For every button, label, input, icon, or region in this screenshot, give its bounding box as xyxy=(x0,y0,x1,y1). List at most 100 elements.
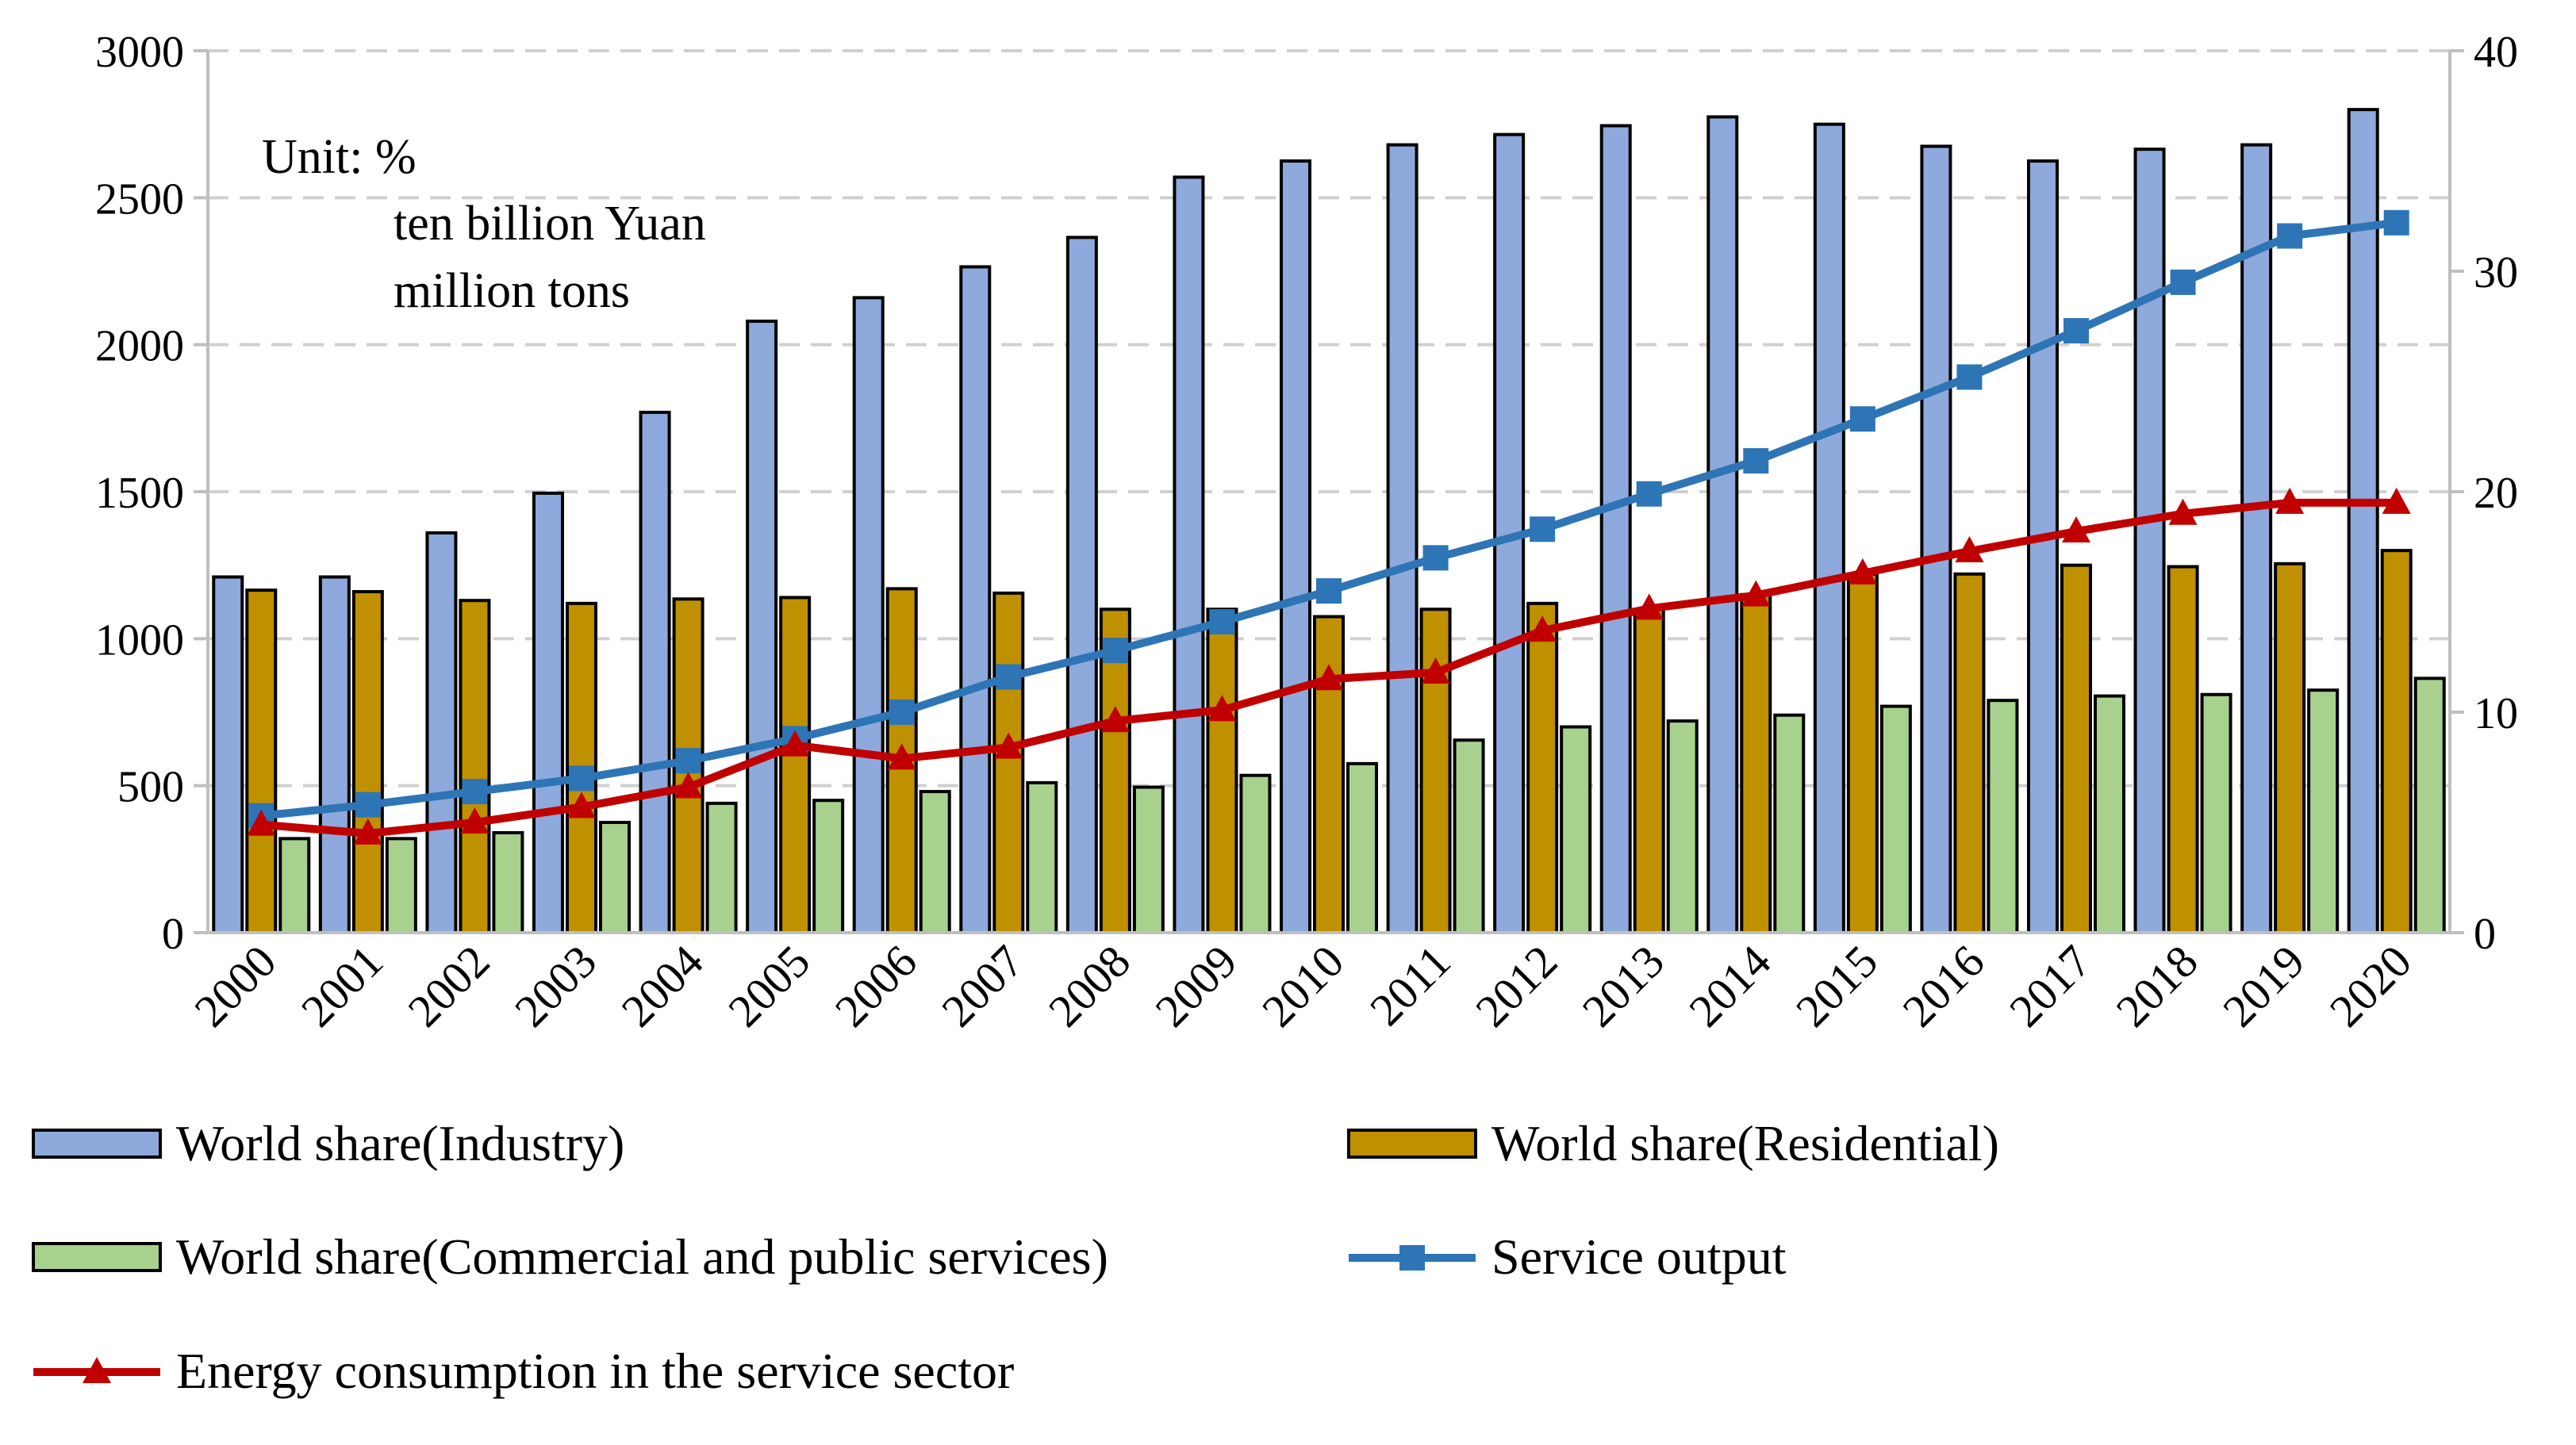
bar xyxy=(746,320,778,935)
axis-layer xyxy=(194,49,2464,934)
line-point xyxy=(1743,448,1769,474)
x-tick-label: 2012 xyxy=(1465,935,1567,1037)
line-point xyxy=(996,664,1022,690)
bar xyxy=(1280,159,1311,934)
x-tick-label: 2003 xyxy=(505,935,606,1037)
bar xyxy=(212,575,244,934)
bar xyxy=(1065,236,1098,934)
right-tick-label: 30 xyxy=(2474,248,2518,297)
line-point xyxy=(569,765,594,791)
line-point xyxy=(1421,657,1450,684)
bar xyxy=(318,575,351,934)
bar xyxy=(2380,549,2413,935)
line-point xyxy=(2170,269,2196,295)
line-point xyxy=(2382,487,2411,514)
line-point xyxy=(1102,638,1128,664)
line-point xyxy=(675,748,701,774)
line-point xyxy=(1636,481,1662,507)
bar xyxy=(2133,148,2166,934)
line-point xyxy=(1634,593,1664,620)
bar xyxy=(245,588,278,934)
line-layer xyxy=(247,209,2411,845)
left-tick-label: 2500 xyxy=(95,174,184,224)
bar xyxy=(1173,175,1205,935)
line-point xyxy=(1528,615,1557,642)
right-tick-label: 40 xyxy=(2474,28,2518,77)
x-tick-label: 2018 xyxy=(2106,935,2208,1037)
line-point xyxy=(355,791,381,818)
line-point xyxy=(2063,318,2089,344)
left-tick-label: 1000 xyxy=(95,615,184,665)
line-point xyxy=(1849,406,1875,432)
line-point xyxy=(2383,209,2409,236)
x-tick-label: 2008 xyxy=(1038,935,1140,1037)
bar xyxy=(1879,704,1912,934)
bar xyxy=(2413,677,2446,935)
x-tick-label: 2020 xyxy=(2320,935,2421,1037)
x-tick-label: 2009 xyxy=(1146,935,1247,1037)
bar xyxy=(1773,713,1806,934)
line-point xyxy=(1956,364,1983,390)
unit-note-line: ten billion Yuan xyxy=(394,197,706,251)
legend-marker xyxy=(1399,1245,1425,1271)
unit-note-line: Unit: % xyxy=(262,130,417,184)
legend-label: World share(Commercial and public servic… xyxy=(176,1228,1108,1285)
right-tick-label: 10 xyxy=(2474,689,2518,738)
bar xyxy=(385,837,417,935)
legend-swatch xyxy=(32,1242,162,1272)
line-point xyxy=(1422,545,1449,571)
line-point xyxy=(674,772,703,799)
x-tick-label: 2007 xyxy=(931,935,1033,1037)
bar xyxy=(1526,601,1559,934)
x-tick-label: 2016 xyxy=(1893,935,1994,1037)
bar xyxy=(1666,719,1699,934)
bar xyxy=(992,591,1025,934)
bar xyxy=(492,830,524,935)
line-point xyxy=(1848,558,1877,585)
bar xyxy=(639,410,671,934)
line-point xyxy=(247,809,276,836)
bar xyxy=(919,790,951,935)
legend-label: World share(Industry) xyxy=(176,1115,624,1171)
x-tick-label: 2017 xyxy=(1999,935,2101,1037)
x-tick-label: 2010 xyxy=(1252,935,1353,1037)
bar xyxy=(1206,608,1238,934)
bar xyxy=(599,821,631,934)
x-tick-label: 2000 xyxy=(184,935,286,1037)
x-tick-label: 2014 xyxy=(1679,935,1780,1037)
bar xyxy=(852,296,885,934)
line-point xyxy=(1207,695,1237,722)
legend-label: World share(Residential) xyxy=(1491,1115,1999,1171)
bar xyxy=(1453,738,1485,934)
bar xyxy=(2060,563,2092,935)
bar xyxy=(1599,124,1632,934)
legend-marker xyxy=(83,1357,111,1383)
right-tick-label: 0 xyxy=(2474,910,2496,959)
bar xyxy=(2200,692,2232,934)
line-point xyxy=(462,779,488,805)
bar xyxy=(278,837,311,935)
x-tick-label: 2006 xyxy=(825,935,927,1037)
bar xyxy=(2307,688,2340,934)
x-tick-label: 2011 xyxy=(1360,935,1460,1035)
bar xyxy=(779,596,812,934)
bar xyxy=(1346,761,1378,934)
bar xyxy=(1953,572,1986,935)
line-point xyxy=(1209,609,1235,635)
line-point xyxy=(1955,536,1984,563)
legend-label: Energy consumption in the service sector xyxy=(176,1343,1014,1399)
bar xyxy=(459,599,491,934)
x-tick-label: 2019 xyxy=(2213,935,2314,1037)
line-point xyxy=(889,700,915,725)
legend-swatch xyxy=(1347,1129,1477,1159)
left-tick-label: 500 xyxy=(117,763,184,812)
bar xyxy=(1813,122,1845,934)
line-point xyxy=(887,743,916,770)
line-point xyxy=(1741,580,1771,607)
line-point xyxy=(994,732,1023,759)
bar xyxy=(2347,108,2379,935)
bar xyxy=(705,801,738,935)
right-tick-label: 20 xyxy=(2474,469,2518,518)
